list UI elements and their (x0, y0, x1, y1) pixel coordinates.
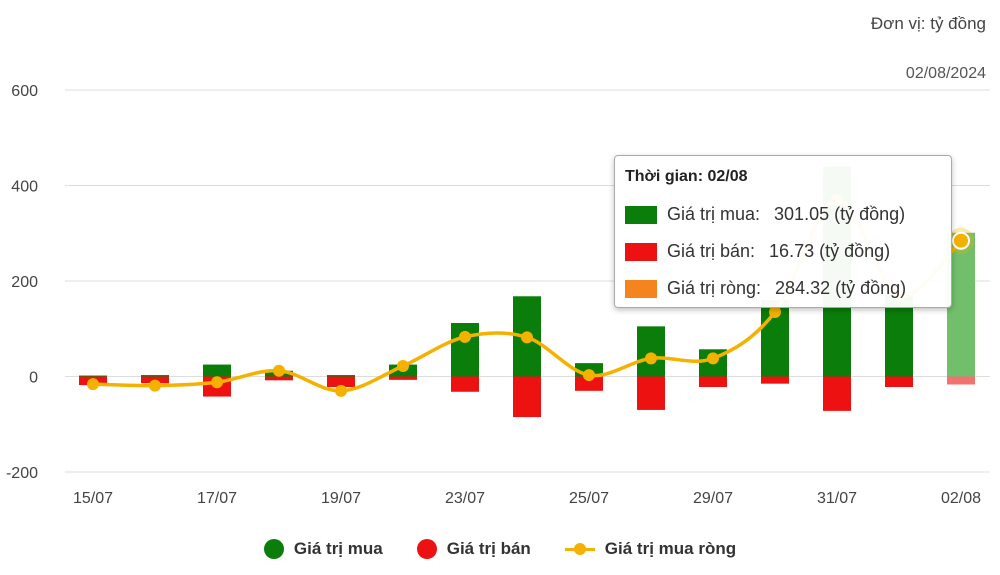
x-tick-label: 31/07 (817, 490, 857, 507)
sell-bar[interactable] (947, 376, 975, 385)
tooltip-swatch-sell (625, 242, 657, 261)
legend-label-sell: Giá trị bán (446, 539, 531, 558)
sell-bar[interactable] (761, 376, 789, 384)
net-point[interactable] (769, 306, 781, 319)
net-point[interactable] (273, 364, 285, 377)
sell-bar[interactable] (451, 376, 479, 392)
sell-bar[interactable] (513, 376, 541, 418)
tooltip-label-net: Giá trị ròng: (667, 278, 762, 298)
tooltip-row-net: Giá trị ròng: 284.32 (tỷ đồng) (625, 270, 941, 307)
sell-bar[interactable] (265, 376, 293, 381)
net-point[interactable] (87, 378, 99, 391)
x-tick-label: 02/08 (941, 490, 981, 507)
y-tick-label: 200 (11, 274, 38, 291)
tooltip-swatch-buy (625, 205, 657, 224)
sell-bar[interactable] (885, 376, 913, 388)
tooltip-row-buy: Giá trị mua: 301.05 (tỷ đồng) (625, 196, 941, 233)
tooltip-row-sell: Giá trị bán: 16.73 (tỷ đồng) (625, 233, 941, 270)
sell-bar[interactable] (575, 376, 603, 391)
net-point[interactable] (459, 330, 471, 343)
date-label: 02/08/2024 (905, 65, 986, 82)
x-tick-label: 25/07 (569, 490, 609, 507)
unit-label: Đơn vị: tỷ đồng (870, 14, 986, 33)
x-tick-label: 17/07 (197, 490, 237, 507)
x-tick-label: 29/07 (693, 490, 733, 507)
buy-bar[interactable] (141, 375, 169, 377)
legend-label-buy: Giá trị mua (293, 539, 383, 558)
buy-bar[interactable] (637, 326, 665, 377)
tooltip-label-buy: Giá trị mua: (667, 204, 761, 224)
net-point[interactable] (707, 352, 719, 365)
sell-bar[interactable] (699, 376, 727, 388)
tooltip: Thời gian: 02/08 Giá trị mua: 301.05 (tỷ… (614, 155, 952, 308)
net-point[interactable] (521, 331, 533, 344)
tooltip-swatch-net (625, 279, 657, 298)
legend-circle-icon (416, 539, 437, 559)
net-point[interactable] (211, 376, 223, 389)
y-tick-labels: -200 0 200 400 600 (6, 83, 38, 482)
buy-bar[interactable] (203, 364, 231, 377)
x-tick-labels: 15/07 17/07 19/07 23/07 25/07 29/07 31/07 02/08 (73, 490, 981, 507)
chart-area: -200 0 200 400 600 15/07 17/07 19/07 23/07 25/07… (6, 83, 990, 507)
y-tick-label: 400 (11, 179, 38, 196)
tooltip-title: Thời gian: 02/08 (625, 168, 748, 185)
legend-item-buy[interactable]: Giá trị mua (263, 539, 383, 559)
x-tick-label: 23/07 (445, 490, 485, 507)
legend-circle-icon (263, 539, 284, 559)
legend: Giá trị mua Giá trị bán Giá trị mua ròng (0, 536, 1000, 562)
tooltip-label-sell: Giá trị bán: (667, 241, 756, 261)
sell-bar[interactable] (389, 376, 417, 380)
legend-item-sell[interactable]: Giá trị bán (416, 539, 531, 559)
tooltip-value-buy: 301.05 (tỷ đồng) (774, 204, 906, 224)
net-point[interactable] (645, 352, 657, 365)
y-tick-label: 0 (29, 370, 38, 387)
sell-bar[interactable] (637, 376, 665, 410)
legend-item-net[interactable]: Giá trị mua ròng (564, 539, 737, 559)
legend-line-icon (564, 539, 595, 559)
legend-label-net: Giá trị mua ròng (604, 539, 737, 558)
buy-bar[interactable] (79, 375, 107, 377)
sell-bar[interactable] (327, 376, 355, 388)
x-tick-label: 19/07 (321, 490, 361, 507)
tooltip-value-net: 284.32 (tỷ đồng) (775, 278, 907, 298)
buy-bar[interactable] (327, 375, 355, 377)
net-point[interactable] (149, 379, 161, 392)
sell-bar[interactable] (823, 376, 851, 411)
y-tick-label: -200 (6, 465, 38, 482)
tooltip-value-sell: 16.73 (tỷ đồng) (769, 241, 891, 261)
net-point[interactable] (952, 231, 970, 250)
y-tick-label: 600 (11, 83, 38, 100)
net-point[interactable] (335, 384, 347, 397)
net-point[interactable] (397, 359, 409, 372)
x-tick-label: 15/07 (73, 490, 113, 507)
net-point[interactable] (583, 369, 595, 382)
